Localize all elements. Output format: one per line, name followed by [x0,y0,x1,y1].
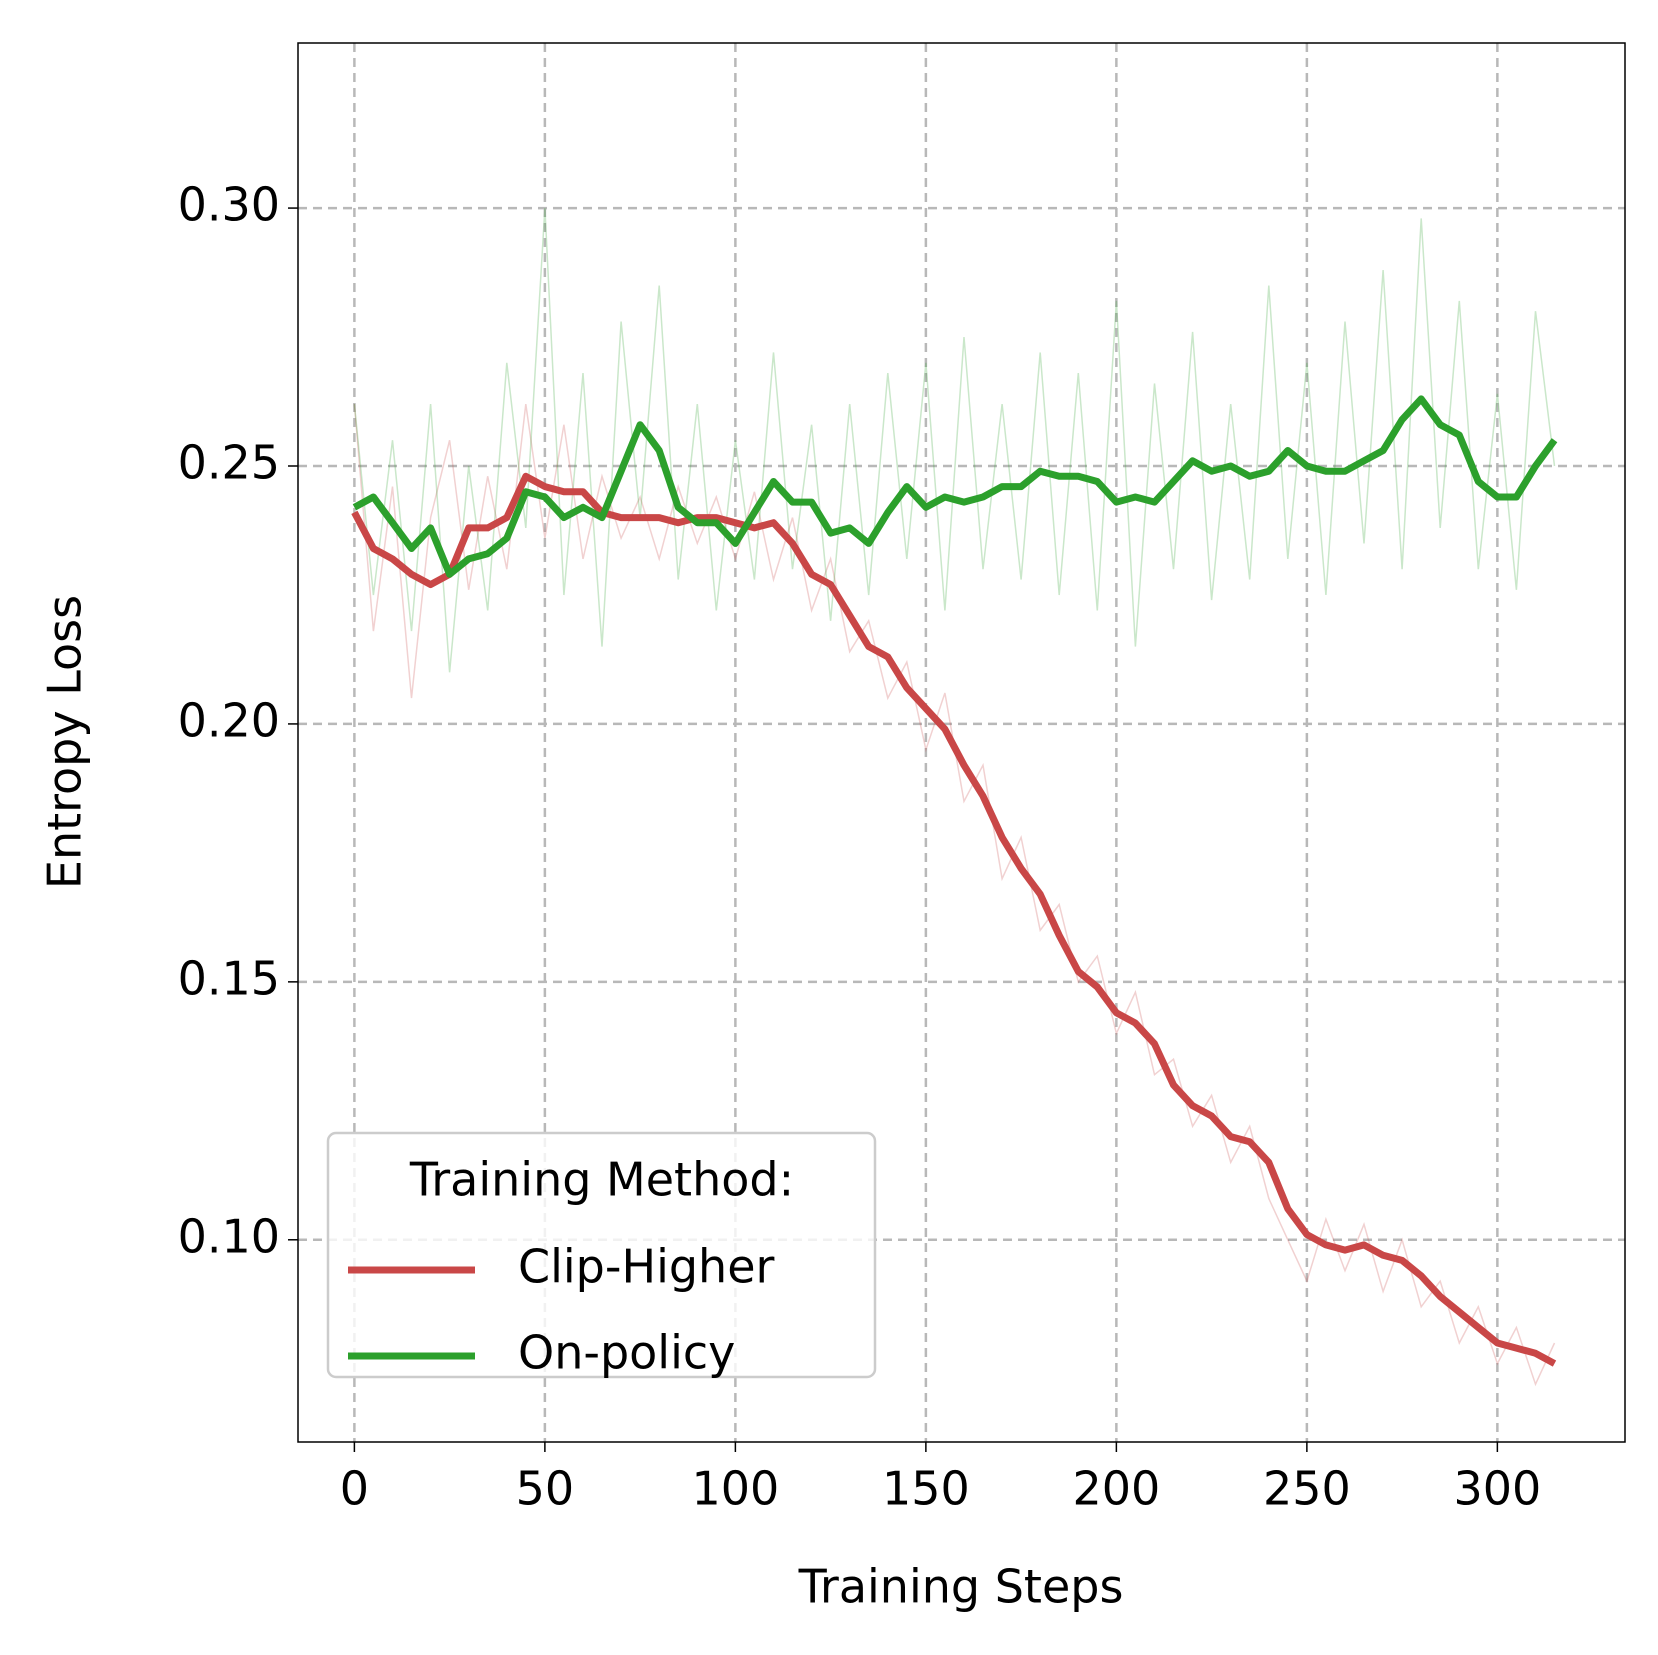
x-tick-label: 250 [1263,1462,1351,1516]
x-tick-label: 200 [1072,1462,1160,1516]
legend-box [326,1131,877,1379]
y-tick-label: 0.10 [178,1209,280,1263]
x-tick-label: 50 [516,1462,575,1516]
x-tick-label: 300 [1453,1462,1541,1516]
line [352,395,1558,578]
x-tick-label: 150 [882,1462,970,1516]
legend-label: Clip-Higher [518,1240,775,1294]
y-tick-label: 0.20 [178,693,280,747]
y-tick-label: 0.30 [178,178,280,232]
y-tick-label: 0.25 [178,436,280,490]
y-tick-label: 0.15 [178,951,280,1005]
legend-title: Training Method: [409,1153,794,1207]
x-tick-label: 100 [691,1462,779,1516]
x-tick-label: 0 [340,1462,369,1516]
line [351,472,1557,1367]
plot-frame [297,42,1626,1443]
y-axis-label: Entropy Loss [38,595,92,889]
x-axis-label: Training Steps [798,1560,1124,1614]
legend-label: On-policy [518,1326,735,1380]
raw-line [353,208,1556,673]
